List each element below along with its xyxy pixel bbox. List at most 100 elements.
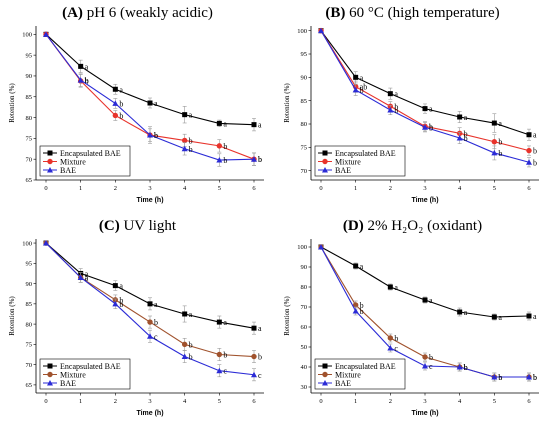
significance-letter: b bbox=[394, 102, 398, 111]
significance-letter: c bbox=[258, 371, 262, 380]
data-point bbox=[216, 120, 222, 126]
data-point bbox=[216, 143, 223, 149]
data-point bbox=[353, 263, 359, 269]
significance-letter: a bbox=[360, 262, 364, 271]
data-point bbox=[387, 335, 394, 341]
y-tick-label: 95 bbox=[26, 261, 33, 268]
significance-letter: a bbox=[85, 269, 89, 278]
y-axis-label: Retention (%) bbox=[8, 83, 16, 123]
y-tick-label: 85 bbox=[26, 94, 33, 101]
significance-letter: b bbox=[154, 131, 158, 140]
x-tick-label: 1 bbox=[354, 398, 357, 405]
significance-letter: b bbox=[360, 301, 364, 310]
chart-svg: (D) 2% H₂O₂ (oxidant) 30 40 50 60 70 80 90 100 0 1… bbox=[283, 218, 539, 417]
series-line bbox=[320, 246, 530, 318]
y-tick-label: 100 bbox=[297, 28, 307, 35]
y-tick-label: 70 bbox=[26, 156, 33, 163]
legend-label: BAE bbox=[60, 379, 76, 388]
y-axis-label: Retention (%) bbox=[283, 296, 291, 336]
significance-letter: b bbox=[360, 307, 364, 316]
legend-label: BAE bbox=[60, 166, 76, 175]
y-axis-label: Retention (%) bbox=[8, 296, 16, 336]
significance-letter: b bbox=[464, 363, 468, 372]
significance-letter: c bbox=[223, 367, 227, 376]
panel-label: (C) bbox=[99, 218, 120, 234]
significance-letter: a bbox=[119, 85, 123, 94]
data-point bbox=[147, 132, 153, 138]
chart-title: (C) UV light bbox=[99, 218, 177, 234]
panel-d: (D) 2% H₂O₂ (oxidant) 30 40 50 60 70 80 90 100 0 1… bbox=[275, 213, 550, 426]
chart-title: (A) pH 6 (weakly acidic) bbox=[62, 5, 213, 21]
significance-letter: b bbox=[533, 158, 537, 167]
y-tick-label: 80 bbox=[26, 321, 33, 328]
significance-letter: b bbox=[223, 351, 227, 360]
data-point bbox=[491, 139, 498, 145]
data-point bbox=[216, 351, 223, 358]
x-axis-label: Time (h) bbox=[136, 197, 163, 204]
y-tick-label: 85 bbox=[301, 98, 308, 105]
significance-letter: b bbox=[154, 131, 158, 140]
data-point bbox=[491, 149, 498, 156]
significance-letter: b bbox=[498, 373, 502, 382]
significance-letter: a bbox=[429, 105, 433, 114]
legend-label: BAE bbox=[335, 166, 351, 175]
data-point bbox=[352, 86, 359, 93]
data-point bbox=[387, 91, 393, 97]
significance-letter: b bbox=[223, 156, 227, 165]
significance-letter: b bbox=[223, 142, 227, 151]
significance-letter: b bbox=[85, 77, 89, 86]
panel-title: UV light bbox=[120, 218, 177, 234]
significance-letter: b bbox=[464, 129, 468, 138]
x-tick-label: 3 bbox=[148, 398, 151, 405]
significance-letter: ab bbox=[360, 83, 368, 92]
y-tick-label: 80 bbox=[301, 284, 308, 291]
significance-letter: a bbox=[85, 274, 89, 283]
y-tick-label: 70 bbox=[26, 362, 33, 369]
data-point bbox=[251, 353, 257, 360]
y-tick-label: 70 bbox=[301, 304, 308, 311]
panel-c: (C) UV light 65 70 75 80 85 90 95 100 0 1 2 3 4 5 6 Time… bbox=[0, 213, 275, 426]
y-axis-label: Retention (%) bbox=[283, 83, 291, 123]
panel-b: (B) 60 °C (high temperature) 70 75 80 85 90 95… bbox=[275, 0, 550, 213]
significance-letter: b bbox=[498, 138, 502, 147]
data-point bbox=[457, 114, 463, 120]
x-tick-label: 1 bbox=[79, 185, 82, 192]
chart-svg: (B) 60 °C (high temperature) 70 75 80 85 90 95… bbox=[283, 5, 539, 204]
y-tick-label: 90 bbox=[301, 264, 308, 271]
data-point bbox=[353, 74, 359, 80]
significance-letter: b bbox=[464, 134, 468, 143]
x-tick-label: 0 bbox=[44, 185, 47, 192]
data-point bbox=[422, 106, 428, 112]
x-axis-label: Time (h) bbox=[411, 197, 438, 204]
x-tick-label: 3 bbox=[423, 398, 426, 405]
y-tick-label: 75 bbox=[26, 342, 33, 349]
legend-marker bbox=[47, 158, 53, 165]
data-point bbox=[181, 137, 188, 144]
data-point bbox=[526, 374, 532, 380]
data-point bbox=[182, 112, 188, 118]
legend-marker bbox=[322, 363, 328, 369]
significance-letter: b bbox=[119, 111, 123, 120]
x-tick-label: 5 bbox=[493, 185, 496, 192]
data-point bbox=[387, 284, 393, 290]
significance-letter: a bbox=[258, 121, 262, 130]
y-tick-label: 100 bbox=[22, 32, 32, 39]
data-point bbox=[526, 132, 532, 138]
significance-letter: b bbox=[154, 318, 158, 327]
x-tick-label: 3 bbox=[423, 185, 426, 192]
data-point bbox=[147, 333, 153, 339]
panel-title: 2% H₂O₂ (oxidant) bbox=[364, 218, 482, 234]
significance-letter: b bbox=[394, 334, 398, 343]
legend-label: Mixture bbox=[60, 157, 86, 166]
series-line bbox=[45, 33, 255, 126]
data-point bbox=[526, 313, 532, 319]
y-tick-label: 90 bbox=[26, 73, 33, 80]
significance-letter: b bbox=[429, 122, 433, 131]
legend-marker bbox=[47, 371, 53, 378]
